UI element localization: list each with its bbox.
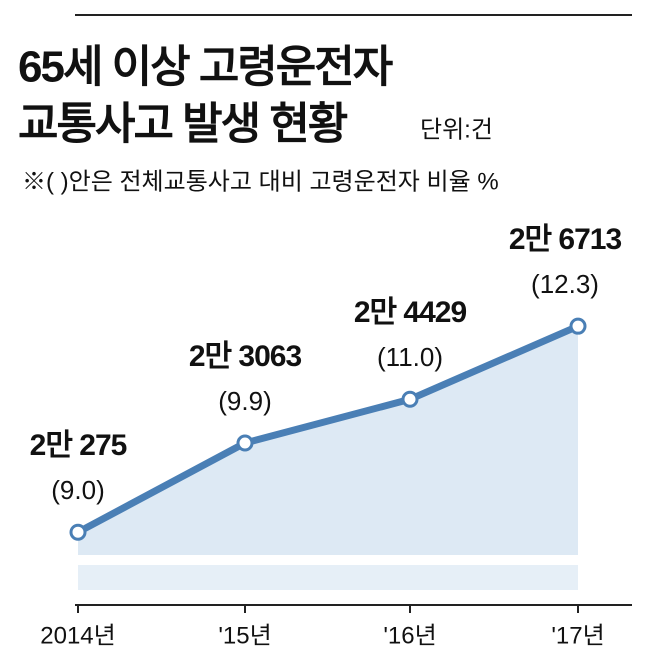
ratio-label: (11.0): [377, 342, 443, 372]
subtitle: ※( )안은 전체교통사고 대비 고령운전자 비율 %: [22, 168, 499, 195]
value-label: 2만 4429: [354, 296, 467, 329]
line: [76, 322, 580, 536]
marker: [401, 390, 419, 408]
x-tick-label: '15년: [218, 622, 271, 649]
value-label: 2만 3063: [189, 340, 302, 373]
chart-title: 65세 이상 고령운전자: [18, 43, 393, 92]
x-tick-label: '17년: [551, 622, 604, 649]
marker: [69, 523, 87, 541]
ratio-label: (9.0): [51, 475, 104, 505]
ratio-label: (9.9): [218, 386, 271, 416]
x-tick-label: 2014년: [40, 622, 115, 649]
marker: [236, 434, 254, 452]
ratio-label: (12.3): [531, 269, 599, 299]
value-label: 2만 275: [30, 429, 127, 462]
value-label: 2만 6713: [509, 223, 622, 256]
unit-label: 단위:건: [420, 116, 493, 143]
chart-title: 교통사고 발생 현황: [18, 100, 348, 149]
marker: [569, 317, 587, 335]
base-band: [78, 565, 578, 590]
x-tick-label: '16년: [383, 622, 436, 649]
